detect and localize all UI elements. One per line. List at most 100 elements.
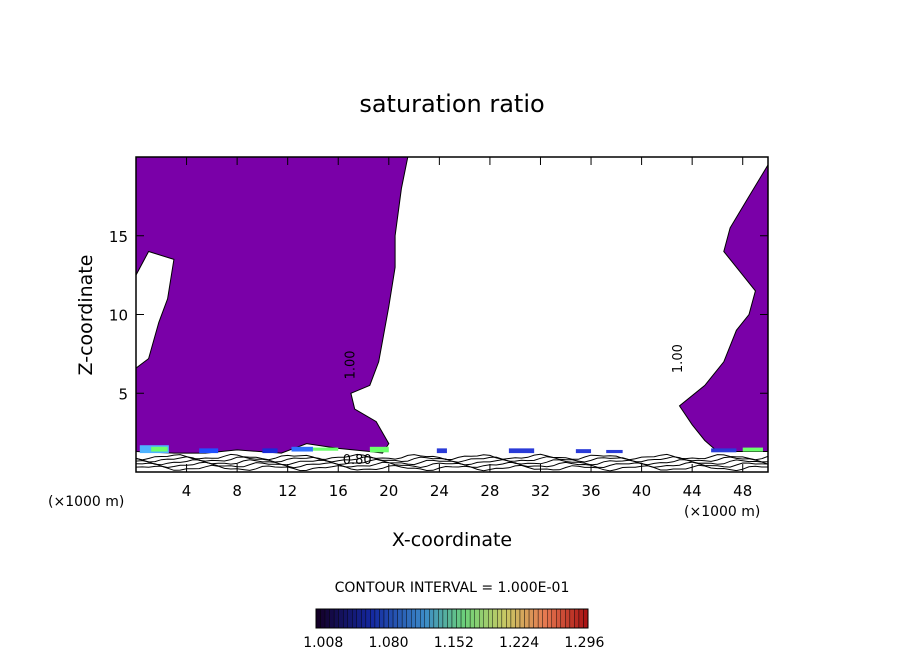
contour-label: 0.80 <box>343 453 372 468</box>
colorbar-swatch <box>411 608 416 629</box>
colorbar-swatch <box>506 608 512 629</box>
colorbar-swatch <box>451 608 457 629</box>
colorbar-swatch <box>343 608 348 629</box>
x-tick-label: 44 <box>683 482 702 500</box>
colorbar-swatch <box>383 608 389 629</box>
x-tick-label: 28 <box>480 482 499 500</box>
x-tick-label: 32 <box>531 482 550 500</box>
colorbar-swatch <box>569 608 575 629</box>
x-unit-label: (×1000 m) <box>48 494 124 510</box>
colorbar-swatch <box>433 608 439 629</box>
supersaturated-region-1 <box>136 157 409 454</box>
supersaturation-patch <box>199 448 219 454</box>
supersaturation-patch <box>291 446 313 452</box>
colorbar-swatch <box>583 608 589 629</box>
supersaturation-patch <box>436 448 447 454</box>
supersaturation-patch <box>575 449 592 454</box>
colorbar-swatch <box>528 608 534 629</box>
x-tick-label: 36 <box>581 482 600 500</box>
colorbar-swatch <box>365 608 371 629</box>
colorbar-swatch <box>465 608 471 629</box>
colorbar-tick-labels: 1.008 1.080 1.152 1.224 1.296 <box>303 635 604 651</box>
colorbar-swatch <box>460 608 466 629</box>
colorbar-swatch <box>578 608 584 629</box>
colorbar-tick-label: 1.080 <box>368 635 408 651</box>
colorbar-swatch <box>361 608 367 629</box>
plot-area: 1.00 1.00 0.80 <box>136 157 768 472</box>
contour-label: 1.00 <box>344 350 359 379</box>
colorbar-swatch <box>438 608 444 629</box>
supersaturation-patch <box>606 449 623 454</box>
supersaturation-patch <box>711 448 737 453</box>
colorbar-swatch <box>388 608 394 629</box>
colorbar-swatch <box>551 608 557 629</box>
colorbar-swatch <box>356 608 362 629</box>
colorbar-swatch <box>347 608 353 629</box>
x-tick-label: 8 <box>232 482 242 500</box>
colorbar <box>315 608 589 629</box>
x-tick-label: 16 <box>329 482 348 500</box>
colorbar-swatch <box>497 608 503 629</box>
y-tick-label: 5 <box>118 385 128 403</box>
colorbar-swatch <box>479 608 484 629</box>
colorbar-swatch <box>492 608 498 629</box>
supersaturation-patch <box>508 448 535 454</box>
colorbar-swatch <box>501 608 507 629</box>
y-tick-label: 10 <box>109 307 128 325</box>
supersaturation-patch <box>369 446 389 453</box>
colorbar-swatch <box>474 608 480 629</box>
supersaturated-region-2 <box>678 163 768 452</box>
colorbar-swatch <box>424 608 430 629</box>
colorbar-swatch <box>392 608 398 629</box>
colorbar-swatch <box>469 608 475 629</box>
colorbar-swatch <box>352 608 357 629</box>
colorbar-swatch <box>442 608 448 629</box>
colorbar-swatch <box>574 608 580 629</box>
supersaturation-patch <box>151 446 168 452</box>
colorbar-swatch <box>329 608 335 629</box>
colorbar-swatch <box>406 608 412 629</box>
z-unit-label: (×1000 m) <box>684 504 760 520</box>
x-axis-label: X-coordinate <box>392 529 512 551</box>
y-tick-label: 15 <box>109 228 128 246</box>
colorbar-swatch <box>565 608 571 629</box>
x-tick-label: 48 <box>733 482 752 500</box>
colorbar-swatch <box>374 608 380 629</box>
colorbar-swatch <box>338 608 344 629</box>
colorbar-swatch <box>401 608 407 629</box>
x-tick-label: 20 <box>379 482 398 500</box>
colorbar-tick-label: 1.224 <box>499 635 539 651</box>
colorbar-swatch <box>320 608 326 629</box>
contour-interval-text: CONTOUR INTERVAL = 1.000E-01 <box>335 580 570 596</box>
colorbar-swatch <box>379 608 385 629</box>
x-tick-label: 4 <box>182 482 192 500</box>
colorbar-swatch <box>397 608 403 629</box>
colorbar-swatch <box>524 608 530 629</box>
colorbar-swatch <box>556 608 561 629</box>
colorbar-swatch <box>547 608 552 629</box>
colorbar-swatch <box>370 608 376 629</box>
x-tick-label: 40 <box>632 482 651 500</box>
x-tick-label: 12 <box>278 482 297 500</box>
colorbar-swatch <box>542 608 548 629</box>
colorbar-swatch <box>429 608 435 629</box>
colorbar-swatch <box>315 608 321 629</box>
contour-line <box>136 464 768 472</box>
contour-line <box>136 453 768 461</box>
supersaturation-patch <box>742 447 763 452</box>
colorbar-swatch <box>483 608 489 629</box>
colorbar-swatch <box>447 608 453 629</box>
colorbar-swatch <box>415 608 421 629</box>
contour-line <box>136 461 768 469</box>
colorbar-swatch <box>533 608 539 629</box>
colorbar-swatch <box>333 608 339 629</box>
colorbar-swatch <box>560 608 566 629</box>
colorbar-swatch <box>519 608 525 629</box>
supersaturation-patch <box>262 448 278 454</box>
colorbar-swatch <box>488 608 493 629</box>
supersaturation-patch <box>312 447 339 451</box>
colorbar-swatch <box>510 608 516 629</box>
colorbar-swatch <box>324 608 330 629</box>
